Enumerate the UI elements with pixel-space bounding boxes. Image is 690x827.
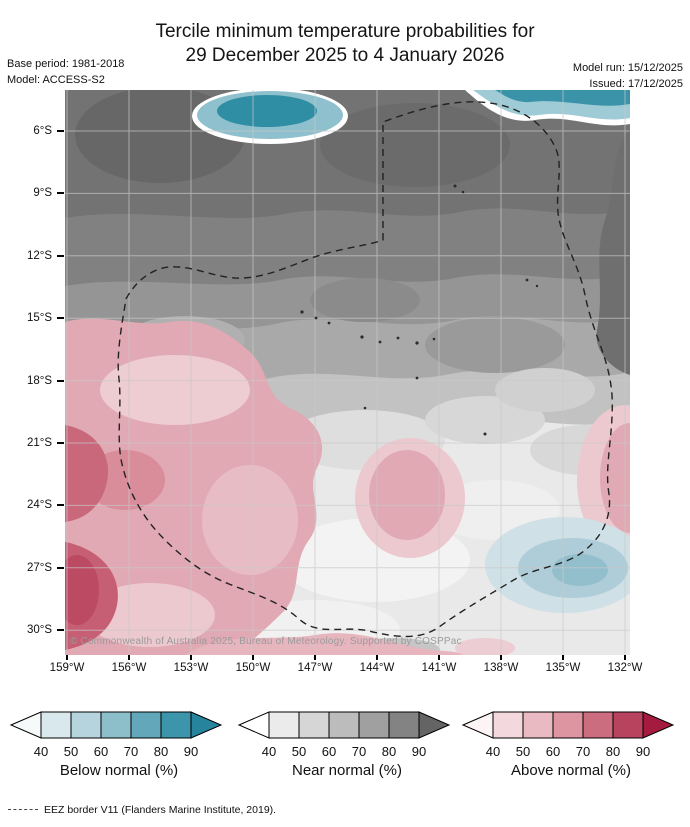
- issued-text: Issued: 17/12/2025: [589, 78, 683, 90]
- lon-label: 159°W: [49, 662, 85, 674]
- legend-near-normal-ticks: 40 50 60 70 80 90: [236, 744, 458, 760]
- lat-tick: [57, 192, 64, 195]
- header-right: Model run: 15/12/2025 Issued: 17/12/2025: [573, 60, 683, 92]
- header-left: Base period: 1981-2018 Model: ACCESS-S2: [7, 56, 124, 88]
- lat-label: 9°S: [33, 187, 52, 200]
- model-text: Model: ACCESS-S2: [7, 74, 105, 86]
- legend-tick-value: 90: [183, 744, 199, 759]
- lon-tick: [252, 655, 254, 660]
- legend-tick-value: 60: [545, 744, 561, 759]
- legend-below-normal-ticks: 40 50 60 70 80 90: [8, 744, 230, 760]
- lon-label: 150°W: [235, 662, 271, 674]
- lat-tick: [57, 130, 64, 132]
- lon-tick: [500, 655, 502, 660]
- map: © Commonwealth of Australia 2025, Bureau…: [65, 90, 630, 655]
- lat-tick: [57, 629, 64, 632]
- lon-tick: [190, 655, 192, 660]
- legend-above-normal: 40 50 60 70 80 90 Above normal (%): [460, 708, 682, 800]
- lat-tick: [57, 254, 64, 257]
- lon-tick: [376, 655, 378, 660]
- lat-tick: [57, 504, 64, 507]
- legend-tick-value: 40: [261, 744, 277, 759]
- legend-tick-value: 90: [411, 744, 427, 759]
- lon-label: 138°W: [483, 662, 519, 674]
- lat-label: 12°S: [26, 249, 52, 262]
- lon-tick: [66, 655, 68, 660]
- eez-border-line: [117, 101, 613, 638]
- lat-label: 15°S: [26, 312, 52, 325]
- legend-above-normal-label: Above normal (%): [510, 762, 632, 779]
- legend-tick-value: 70: [575, 744, 591, 759]
- lon-label: 144°W: [359, 662, 395, 674]
- lon-tick: [562, 655, 564, 660]
- lon-tick: [624, 655, 626, 660]
- title-line-1: Tercile minimum temperature probabilitie…: [155, 21, 535, 42]
- lon-label: 135°W: [545, 662, 581, 674]
- legend-tick-value: 80: [605, 744, 621, 759]
- eez-note: EEZ border V11 (Flanders Marine Institut…: [8, 804, 276, 816]
- lon-label: 147°W: [297, 662, 333, 674]
- legend-tick-value: 80: [381, 744, 397, 759]
- legend-tick-value: 50: [515, 744, 531, 759]
- lat-tick: [57, 379, 64, 382]
- legend-tick-value: 60: [93, 744, 109, 759]
- lat-label: 6°S: [33, 125, 52, 137]
- legend-near-normal-bar: [237, 711, 451, 739]
- lon-axis: 159°W 156°W 153°W 150°W 147°W 144°W 141°W 138°W…: [50, 655, 642, 683]
- lon-label: 132°W: [607, 662, 643, 674]
- legend-tick-value: 80: [153, 744, 169, 759]
- lon-label: 153°W: [173, 662, 209, 674]
- legend-below-normal-label: Below normal (%): [59, 762, 179, 779]
- lon-label: 156°W: [111, 662, 147, 674]
- legend-tick-value: 50: [291, 744, 307, 759]
- lon-tick: [314, 655, 316, 660]
- legend-below-normal: 40 50 60 70 80 90 Below normal (%): [8, 708, 230, 800]
- legend-tick-value: 90: [635, 744, 651, 759]
- lon-tick: [128, 655, 130, 660]
- legend-tick-value: 40: [485, 744, 501, 759]
- lat-label: 21°S: [26, 437, 52, 449]
- base-period-text: Base period: 1981-2018: [7, 58, 125, 70]
- island-marks: [300, 184, 539, 436]
- legend-below-normal-bar: [9, 711, 223, 739]
- legend-above-normal-ticks: 40 50 60 70 80 90: [460, 744, 682, 760]
- lon-tick: [438, 655, 440, 660]
- legend-near-normal: 40 50 60 70 80 90 Near normal (%): [236, 708, 458, 800]
- lat-tick: [57, 566, 64, 569]
- copyright-text: © Commonwealth of Australia 2025, Bureau…: [70, 636, 462, 647]
- legend-near-normal-label: Near normal (%): [291, 762, 403, 779]
- legend-tick-value: 40: [33, 744, 49, 759]
- lat-axis: 6°S 9°S 12°S 15°S 18°S 21°S 24°S 27°S 30°S: [0, 90, 65, 655]
- page-title: Tercile minimum temperature probabilitie…: [0, 20, 690, 68]
- map-canvas: [65, 90, 630, 655]
- legend-group: 40 50 60 70 80 90 Below normal (%) 40 50 60 70 80…: [0, 708, 690, 800]
- lat-tick: [57, 442, 64, 444]
- eez-dash-sample-icon: [8, 809, 38, 810]
- lat-label: 24°S: [26, 499, 52, 512]
- lat-label: 27°S: [26, 561, 52, 574]
- legend-tick-value: 60: [321, 744, 337, 759]
- title-line-2: 29 December 2025 to 4 January 2026: [185, 45, 505, 66]
- legend-tick-value: 50: [63, 744, 79, 759]
- legend-tick-value: 70: [351, 744, 367, 759]
- lat-label: 30°S: [26, 624, 52, 637]
- grid-lines: [65, 90, 630, 655]
- legend-tick-value: 70: [123, 744, 139, 759]
- lat-tick: [57, 317, 64, 320]
- eez-note-text: EEZ border V11 (Flanders Marine Institut…: [44, 804, 277, 816]
- lon-label: 141°W: [421, 662, 457, 674]
- model-run-text: Model run: 15/12/2025: [572, 62, 683, 74]
- legend-above-normal-bar: [461, 711, 675, 739]
- lat-label: 18°S: [26, 374, 52, 387]
